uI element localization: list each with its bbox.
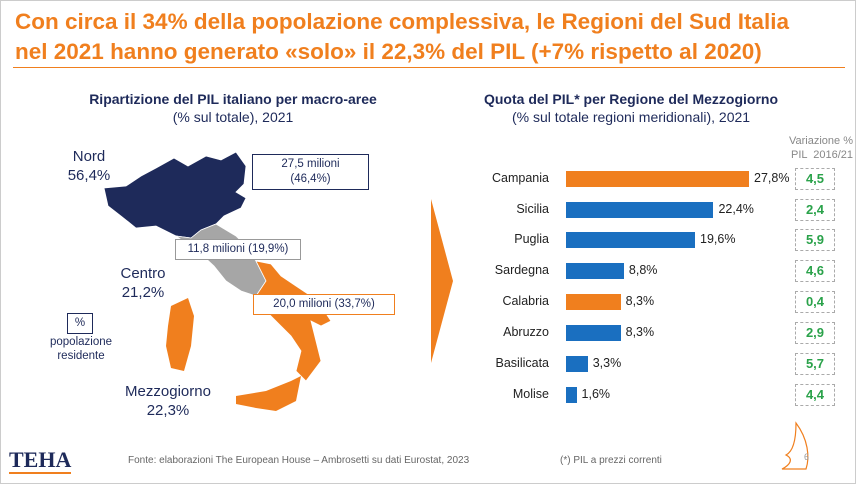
map-heading: Ripartizione del PIL italiano per macro-…	[63, 90, 403, 126]
italy-map	[103, 151, 332, 411]
variation-value: 2,4	[795, 199, 835, 221]
label-centro: Centro 21,2%	[103, 264, 183, 302]
mezzogiorno-name: Mezzogiorno	[125, 383, 211, 400]
legend-text: popolazione residente	[45, 335, 117, 363]
legend-line-2: residente	[57, 350, 105, 362]
variation-value: 4,5	[795, 168, 835, 190]
map-subtitle: (% sul totale), 2021	[172, 109, 294, 125]
variation-value: 2,9	[795, 322, 835, 344]
box-mezzogiorno: 20,0 milioni (33,7%)	[253, 294, 395, 315]
label-mezzogiorno: Mezzogiorno 22,3%	[113, 382, 223, 420]
category-label: Campania	[492, 171, 549, 185]
nord-pop: 27,5 milioni	[281, 158, 340, 170]
map-nord	[103, 151, 247, 239]
centro-pct: 21,2%	[121, 284, 165, 301]
chart-heading: Quota del PIL* per Regione del Mezzogior…	[471, 90, 791, 126]
bar-sicilia	[566, 202, 714, 218]
value-label: 8,3%	[625, 325, 655, 339]
bar-puglia	[566, 232, 696, 248]
variation-value: 5,9	[795, 229, 835, 251]
variation-header-1: Variazione %	[789, 135, 853, 147]
map-title: Ripartizione del PIL italiano per macro-…	[89, 91, 377, 107]
category-label: Abruzzo	[503, 325, 549, 339]
variation-header-2: PIL 2016/21	[791, 149, 853, 161]
legend-line-1: popolazione	[49, 336, 113, 348]
variation-value: 5,7	[795, 353, 835, 375]
bar-abruzzo	[566, 325, 621, 341]
chart-title: Quota del PIL* per Regione del Mezzogior…	[483, 91, 779, 107]
teha-logo: TEHA	[9, 447, 72, 474]
box-nord: 27,5 milioni (46,4%)	[252, 154, 369, 190]
centro-name: Centro	[120, 265, 166, 282]
value-label: 27,8%	[754, 171, 790, 185]
value-label: 8,8%	[628, 263, 658, 277]
map-sardegna	[166, 298, 194, 371]
bar-campania	[566, 171, 749, 187]
footnote: (*) PIL a prezzi correnti	[560, 455, 662, 466]
nord-name: Nord	[72, 148, 106, 165]
category-label: Basilicata	[495, 356, 550, 370]
title-line-2: nel 2021 hanno generato «solo» il 22,3% …	[15, 39, 762, 64]
bar-molise	[566, 387, 577, 403]
category-label: Molise	[512, 387, 549, 401]
legend-symbol: %	[67, 313, 93, 334]
bar-calabria	[566, 294, 621, 310]
mezzogiorno-pct: 22,3%	[146, 402, 190, 419]
category-label: Sardegna	[494, 263, 549, 277]
chart-subtitle: (% sul totale regioni meridionali), 2021	[511, 109, 751, 125]
value-label: 8,3%	[625, 294, 655, 308]
box-centro: 11,8 milioni (19,9%)	[175, 239, 301, 260]
bar-sardegna	[566, 263, 624, 279]
value-label: 22,4%	[718, 202, 754, 216]
value-label: 19,6%	[700, 232, 736, 246]
page-number: 6	[804, 452, 810, 462]
title-line-1: Con circa il 34% della popolazione compl…	[15, 9, 789, 34]
variation-value: 4,6	[795, 260, 835, 282]
category-label: Sicilia	[516, 202, 549, 216]
variation-header: Variazione % PIL 2016/21	[761, 134, 853, 162]
label-nord: Nord 56,4%	[49, 147, 129, 185]
nord-pct: 56,4%	[67, 167, 111, 184]
divider	[13, 67, 845, 68]
variation-value: 0,4	[795, 291, 835, 313]
category-label: Puglia	[514, 232, 549, 246]
bar-basilicata	[566, 356, 588, 372]
slide-title: Con circa il 34% della popolazione compl…	[15, 7, 789, 67]
variation-value: 4,4	[795, 384, 835, 406]
arrow-chevron-icon	[431, 199, 453, 363]
sailboat-logo-icon	[781, 421, 809, 470]
source-note: Fonte: elaborazioni The European House –…	[128, 455, 470, 466]
map-sicilia	[236, 376, 301, 411]
value-label: 3,3%	[592, 356, 622, 370]
value-label: 1,6%	[581, 387, 611, 401]
map-mezzogiorno	[255, 260, 332, 382]
nord-pop-pct: (46,4%)	[290, 173, 331, 185]
category-label: Calabria	[502, 294, 549, 308]
